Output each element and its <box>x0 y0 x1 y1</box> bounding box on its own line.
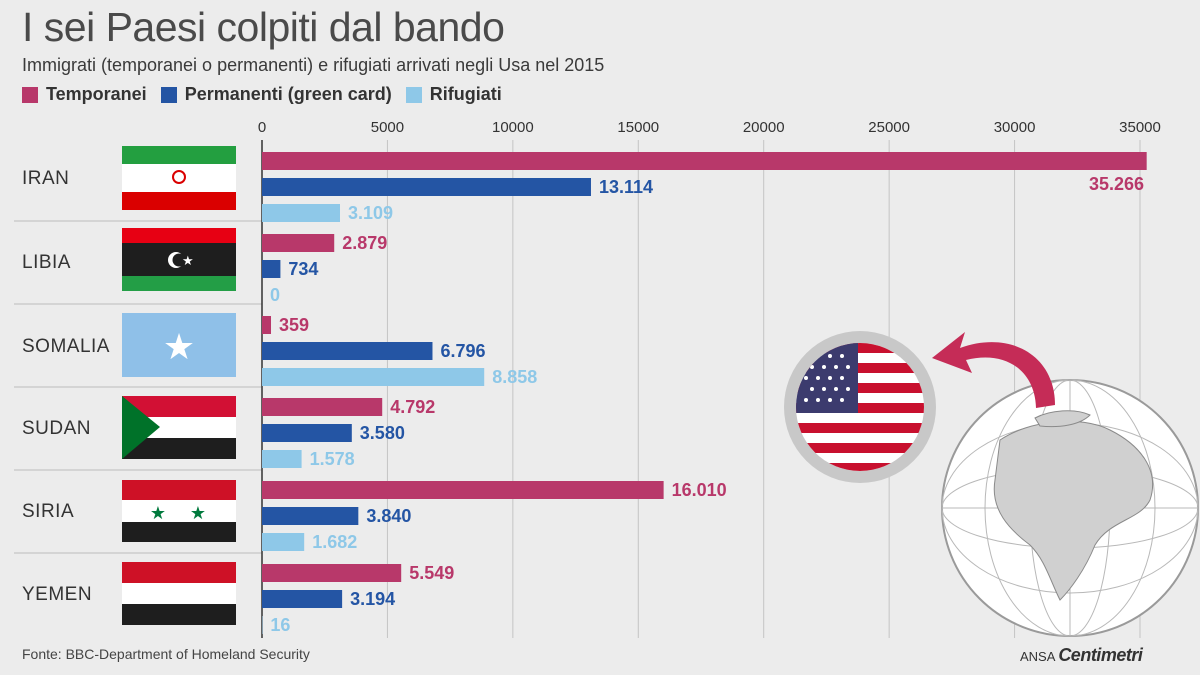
bar-yemen-0 <box>262 564 402 582</box>
legend-swatch-temporanei <box>22 86 38 103</box>
value-label: 4.792 <box>390 397 435 417</box>
country-label-sudan: SUDAN <box>22 418 92 439</box>
value-label: 3.840 <box>366 506 411 526</box>
brand-logo: ANSA Centimetri <box>1020 645 1143 666</box>
value-label: 3.109 <box>348 203 393 223</box>
svg-text:★: ★ <box>150 503 166 524</box>
chart-subtitle: Immigrati (temporanei o permanenti) e ri… <box>22 55 605 75</box>
bar-siria-2 <box>262 533 305 551</box>
value-label: 1.578 <box>310 449 355 469</box>
country-label-somalia: SOMALIA <box>22 336 110 357</box>
svg-text:★: ★ <box>190 503 206 524</box>
legend-swatch-permanenti <box>160 86 177 103</box>
value-label: 8.858 <box>492 367 537 387</box>
bar-somalia-2 <box>262 368 485 386</box>
x-tick-label: 15000 <box>617 119 659 136</box>
svg-text:★: ★ <box>182 254 194 269</box>
bar-yemen-1 <box>262 590 343 608</box>
bar-iran-1 <box>262 178 591 196</box>
legend-label-permanenti: Permanenti (green card) <box>184 84 392 104</box>
bar-somalia-0 <box>262 316 272 334</box>
flag-somalia-icon: ★ <box>122 313 236 377</box>
x-tick-label: 0 <box>258 119 266 136</box>
value-label: 6.796 <box>440 341 485 361</box>
bar-iran-2 <box>262 204 340 222</box>
value-label: 734 <box>288 259 318 279</box>
arrow-icon <box>932 332 1055 408</box>
row-separators <box>14 220 262 554</box>
chart-title: I sei Paesi colpiti dal bando <box>22 4 505 50</box>
value-label: 35.266 <box>1089 174 1144 194</box>
gridlines <box>261 140 1141 638</box>
x-tick-label: 30000 <box>994 119 1036 136</box>
bar-siria-1 <box>262 507 359 525</box>
bar-libia-0 <box>262 234 335 252</box>
flag-libia-icon: ★ <box>122 228 236 291</box>
bar-somalia-1 <box>262 342 433 360</box>
legend-item-temporanei: Temporanei <box>22 84 147 105</box>
value-label: 13.114 <box>599 177 653 197</box>
source-note: Fonte: BBC-Department of Homeland Securi… <box>22 646 310 662</box>
value-label: 3.194 <box>350 589 395 609</box>
x-tick-label: 10000 <box>492 119 534 136</box>
bar-iran-0 <box>262 152 1147 170</box>
legend-item-rifugiati: Rifugiati <box>405 84 502 105</box>
value-label: 359 <box>279 315 309 335</box>
bar-sudan-0 <box>262 398 383 416</box>
country-label-siria: SIRIA <box>22 501 75 522</box>
country-label-yemen: YEMEN <box>22 584 93 605</box>
country-label-iran: IRAN <box>22 168 70 189</box>
legend-swatch-rifugiati <box>405 86 422 103</box>
x-tick-labels: 0 5000 10000 15000 20000 25000 30000 35000 <box>258 119 1161 136</box>
value-label: 1.682 <box>312 532 357 552</box>
bar-siria-0 <box>262 481 664 499</box>
flag-iran-icon <box>122 146 236 210</box>
x-tick-label: 5000 <box>371 119 404 136</box>
value-label: 5.549 <box>409 563 454 583</box>
flag-siria-icon: ★ ★ <box>122 480 236 542</box>
brand-prefix: ANSA <box>1020 649 1055 664</box>
legend-label-rifugiati: Rifugiati <box>429 84 502 104</box>
legend-label-temporanei: Temporanei <box>46 84 147 104</box>
value-label: 16 <box>270 615 290 635</box>
brand-name: Centimetri <box>1058 645 1143 665</box>
value-label: 16.010 <box>672 480 727 500</box>
x-tick-label: 20000 <box>743 119 785 136</box>
globe-icon <box>941 379 1199 637</box>
x-tick-label: 35000 <box>1119 119 1161 136</box>
x-tick-label: 25000 <box>868 119 910 136</box>
legend-item-permanenti: Permanenti (green card) <box>160 84 392 105</box>
bar-libia-1 <box>262 260 281 278</box>
legend: Temporanei Permanenti (green card) Rifug… <box>22 84 502 105</box>
bars <box>262 152 1147 634</box>
flag-yemen-icon <box>122 562 236 625</box>
usa-flag-icon <box>784 331 936 483</box>
value-label: 0 <box>270 285 280 305</box>
svg-text:★: ★ <box>163 327 195 368</box>
bar-sudan-2 <box>262 450 302 468</box>
value-labels: 35.266 13.114 3.109 2.879 734 0 359 6.796 8.858 4… <box>270 174 1144 635</box>
bar-sudan-1 <box>262 424 352 442</box>
value-label: 2.879 <box>342 233 387 253</box>
country-label-libia: LIBIA <box>22 252 71 273</box>
flag-sudan-icon <box>122 396 236 459</box>
value-label: 3.580 <box>360 423 405 443</box>
